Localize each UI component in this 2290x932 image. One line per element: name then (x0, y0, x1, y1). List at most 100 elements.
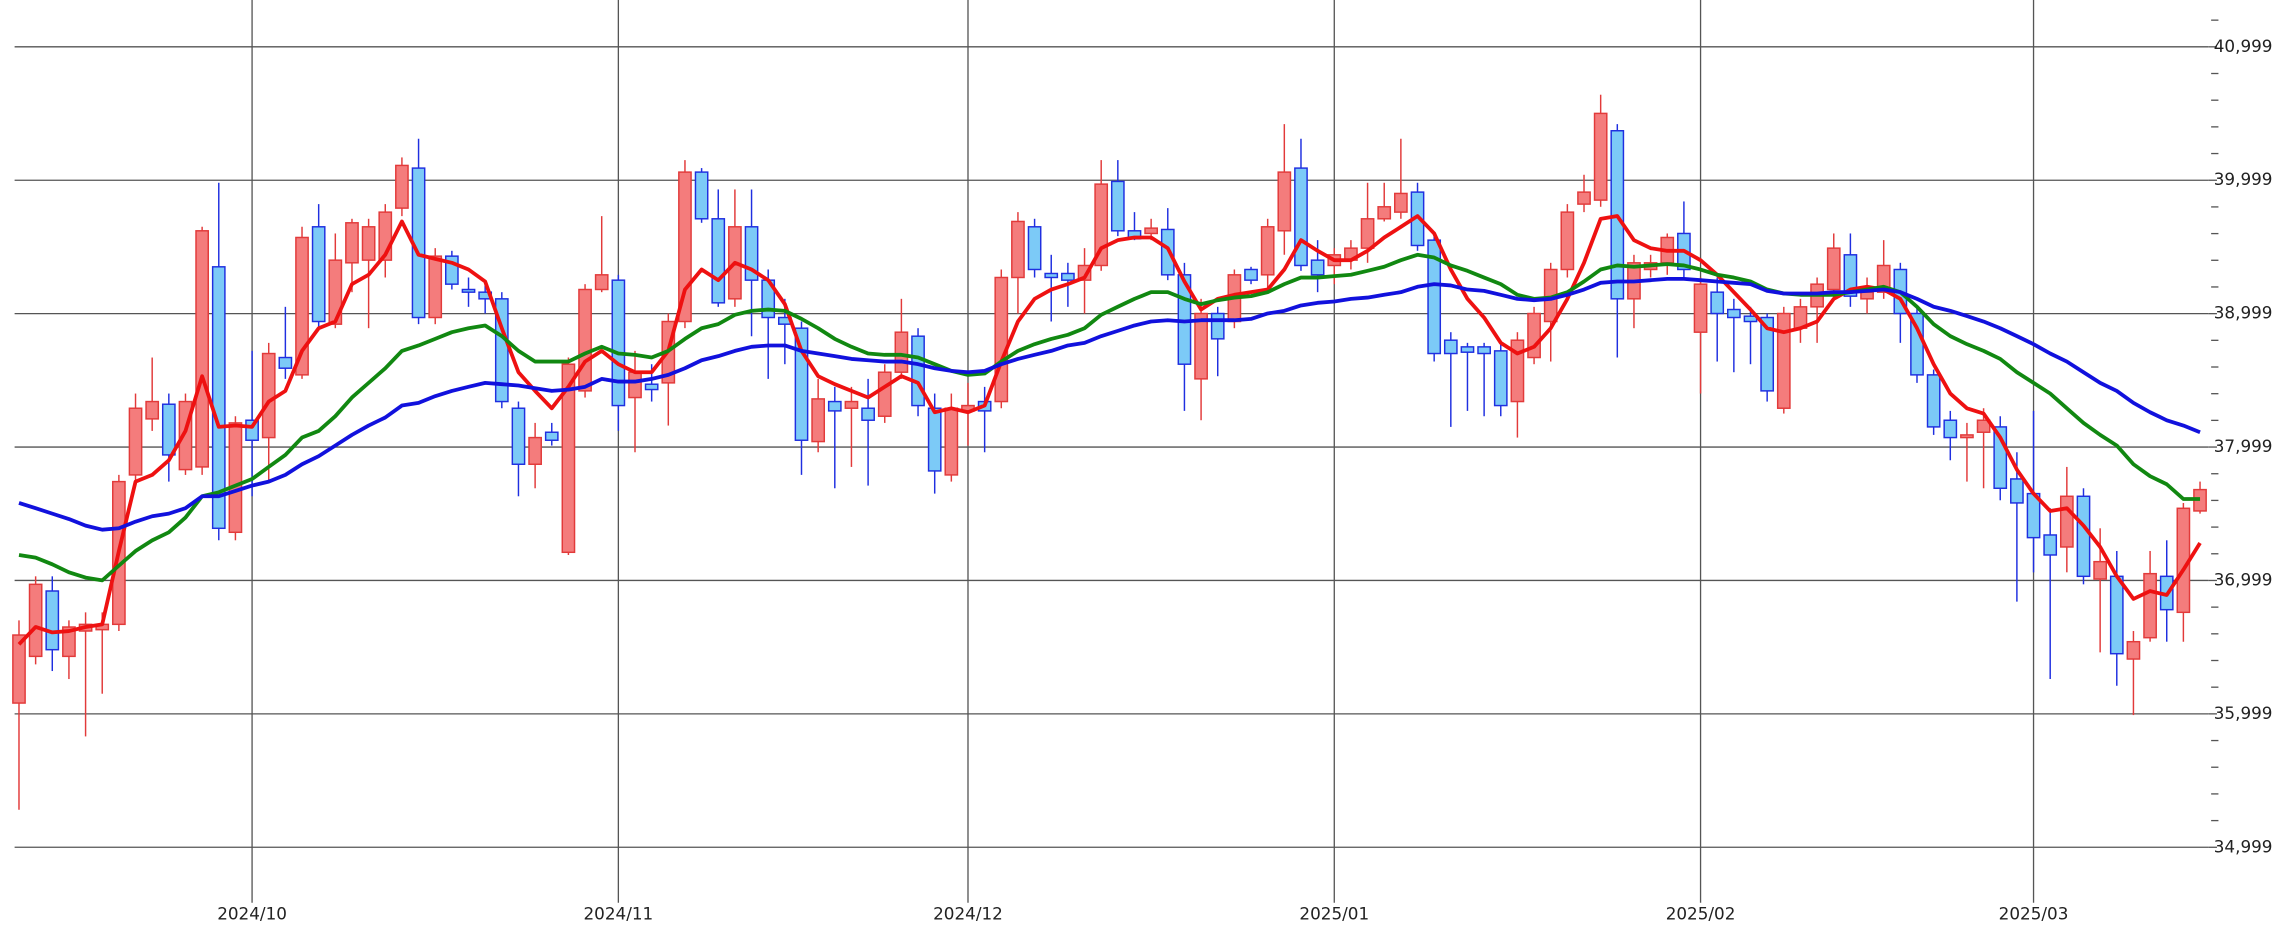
x-tick-label: 2024/11 (584, 903, 654, 923)
candle-body (1427, 239, 1442, 355)
candle-body (311, 226, 326, 323)
candle-body (2059, 495, 2074, 548)
candle-body (1510, 339, 1525, 403)
x-tick-label: 2025/02 (1666, 903, 1736, 923)
candle-body (211, 266, 226, 530)
candle-body (1943, 419, 1958, 439)
candle-body (1577, 191, 1591, 205)
y-tick-label: 37,999 (2214, 436, 2273, 456)
candle-body (1110, 180, 1125, 232)
candle-body (1693, 283, 1708, 333)
x-tick-label: 2025/01 (1299, 903, 1369, 923)
y-tick-label: 34,999 (2214, 836, 2273, 856)
candle-body (1144, 227, 1158, 235)
candle-body (1493, 350, 1508, 407)
candle-body (611, 279, 626, 407)
candle-body (1726, 308, 1741, 319)
candle-body (1776, 312, 1791, 409)
candle-body (328, 259, 343, 325)
candle-body (1194, 312, 1208, 380)
candle-body (894, 331, 909, 373)
candle-body (1960, 434, 1974, 439)
candle-body (1377, 206, 1392, 220)
candle-body (345, 222, 359, 264)
candle-body (161, 403, 176, 456)
candle-body (1443, 339, 1458, 355)
moving-average-line (18, 276, 2201, 532)
candle-body (2109, 575, 2124, 655)
candle-body (1044, 272, 1059, 279)
candle-body (12, 634, 26, 704)
candle-body (1527, 312, 1541, 359)
candle-body (1061, 272, 1075, 281)
candle-body (644, 383, 659, 391)
candle-body (1560, 211, 1575, 271)
candle-body (511, 407, 526, 465)
x-tick-label: 2024/12 (933, 903, 1003, 923)
candle-body (1477, 346, 1491, 355)
candle-body (544, 431, 559, 441)
candle-body (1394, 192, 1408, 213)
candle-body (1826, 247, 1841, 291)
candle-body (1843, 254, 1858, 297)
candle-body (827, 400, 842, 412)
candle-body (528, 436, 542, 465)
candle-body (1244, 268, 1258, 281)
candle-body (1210, 312, 1225, 340)
candle-body (561, 363, 576, 554)
candle-body (261, 352, 276, 439)
candle-body (1460, 346, 1475, 353)
candle-body (278, 356, 293, 369)
candle-body (811, 398, 826, 443)
moving-average-line (17, 214, 2202, 646)
y-tick-label: 36,999 (2214, 569, 2273, 589)
candle-body (927, 407, 942, 472)
candle-body (694, 171, 709, 220)
candle-body (28, 583, 43, 658)
candle-body (628, 371, 642, 399)
candle-body (1976, 419, 1991, 433)
candle-body (911, 335, 925, 407)
candle-body (877, 371, 892, 417)
candle-body (594, 274, 609, 291)
candle-body (1593, 112, 1608, 201)
candle-body (2126, 640, 2141, 660)
candle-body (1027, 226, 1042, 271)
candle-body (1760, 316, 1775, 392)
y-tick-label: 40,999 (2214, 36, 2273, 56)
candle-body (1360, 218, 1375, 249)
candle-body (1310, 259, 1325, 276)
candle-body (944, 407, 959, 476)
candle-body (45, 590, 60, 651)
candle-body (1860, 291, 1874, 300)
candle-body (461, 288, 476, 293)
candle-body (295, 236, 309, 376)
candle-body (2076, 495, 2091, 578)
candle-body (1277, 171, 1292, 232)
moving-average-line (18, 252, 2201, 583)
candle-body (994, 276, 1009, 403)
candle-body (361, 226, 376, 261)
candle-body (395, 164, 409, 209)
candle-body (1710, 291, 1725, 315)
y-tick-label: 39,999 (2214, 169, 2273, 189)
candle-body (195, 230, 209, 468)
candle-body (844, 400, 859, 409)
x-tick-label: 2025/03 (1999, 903, 2069, 923)
candle-body (2043, 534, 2058, 556)
y-tick-label: 38,999 (2214, 303, 2273, 323)
candle-body (2010, 478, 2024, 504)
candle-body (145, 400, 160, 420)
candle-body (1011, 220, 1025, 279)
y-tick-label: 35,999 (2214, 703, 2273, 723)
candle-body (428, 255, 443, 319)
candle-body (578, 288, 592, 392)
candle-body (2143, 572, 2157, 639)
x-tick-label: 2024/10 (217, 903, 287, 923)
candle-body (2093, 560, 2108, 580)
candle-body (1926, 374, 1941, 428)
candle-body (128, 407, 143, 476)
candle-body (861, 407, 875, 421)
candle-body (62, 626, 76, 658)
